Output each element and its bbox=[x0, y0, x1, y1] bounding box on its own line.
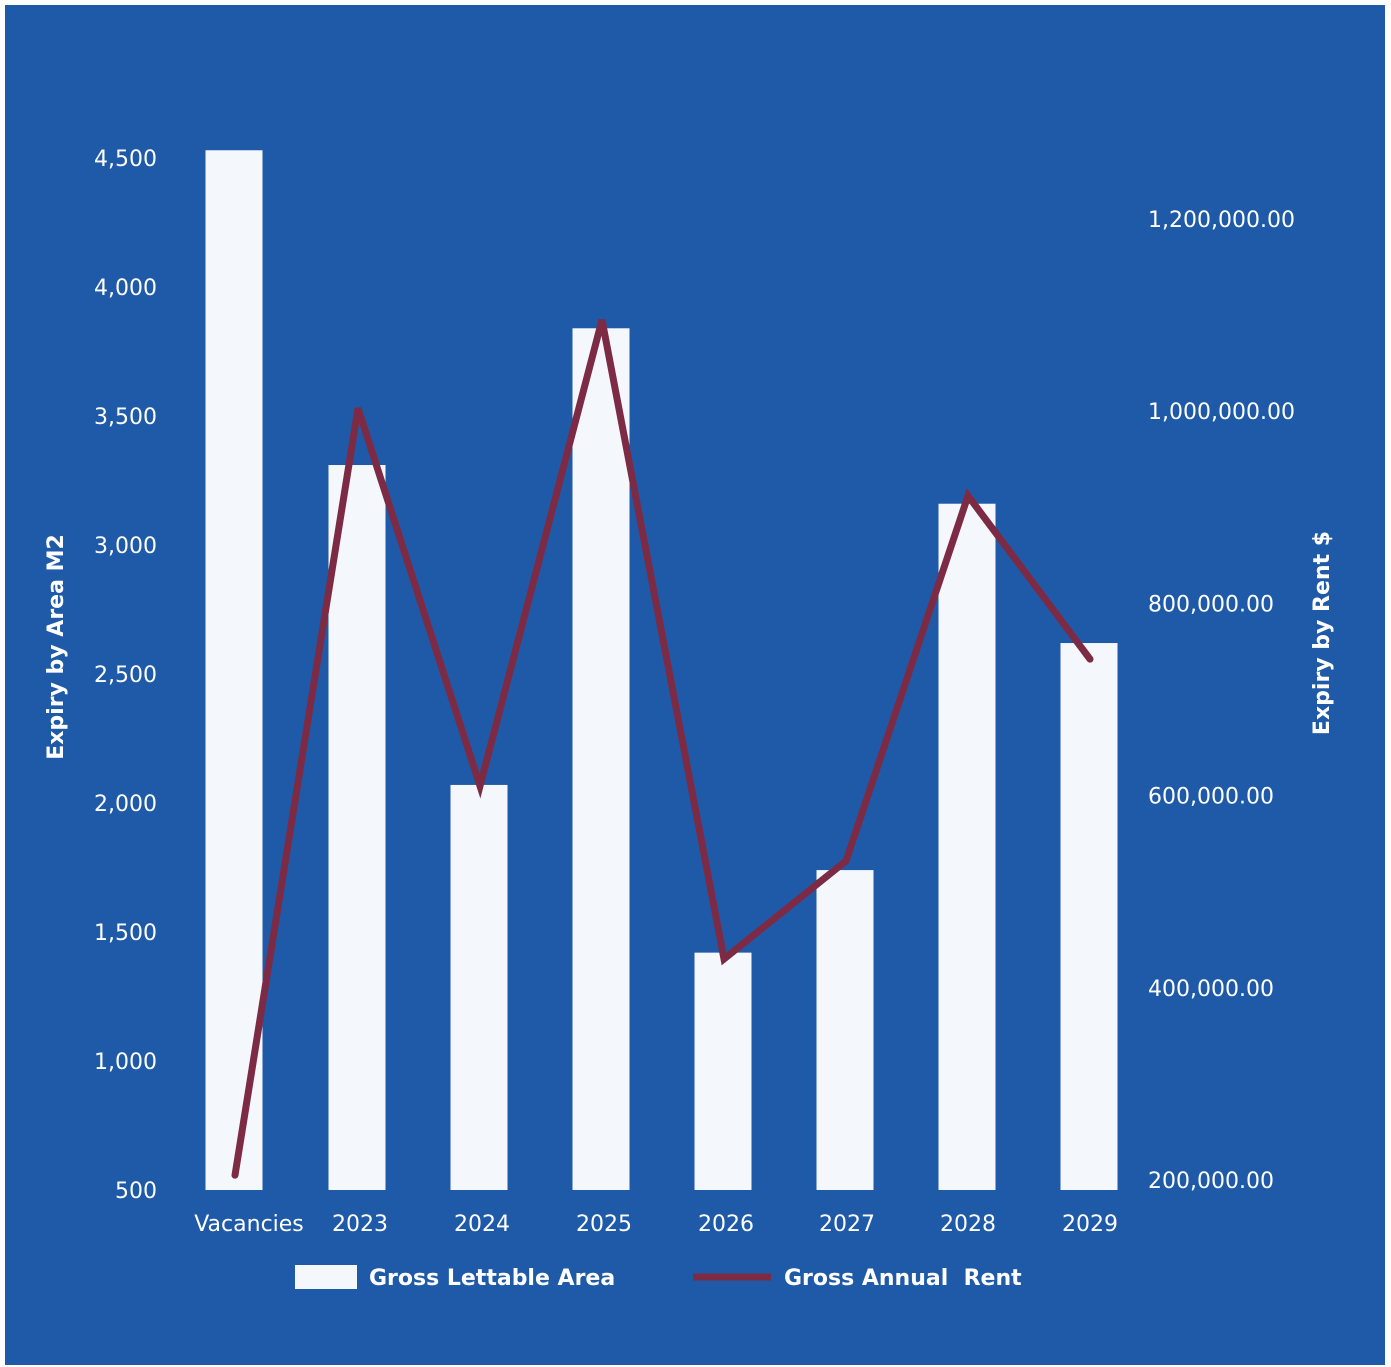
chart-panel: 4,500 4,000 3,500 3,000 2,500 2,000 1,500 1,000… bbox=[5, 5, 1385, 1365]
right-axis-title: Expiry by Rent $ bbox=[1310, 531, 1335, 735]
left-axis-ticks: 4,500 4,000 3,500 3,000 2,500 2,000 1,500 1,000… bbox=[94, 147, 157, 1204]
right-tick-label: 600,000.00 bbox=[1148, 785, 1274, 810]
x-tick-label: 2026 bbox=[698, 1212, 754, 1237]
left-tick-label: 2,000 bbox=[94, 792, 157, 817]
right-tick-label: 400,000.00 bbox=[1148, 977, 1274, 1002]
rent-line bbox=[231, 319, 1094, 1179]
x-axis-ticks: Vacancies 2023 2024 2025 2026 2027 2028 2029 bbox=[194, 1212, 1118, 1237]
left-tick-label: 3,500 bbox=[94, 405, 157, 430]
x-tick-label: 2029 bbox=[1062, 1212, 1118, 1237]
bar bbox=[938, 503, 996, 1191]
right-tick-label: 1,200,000.00 bbox=[1148, 208, 1295, 233]
x-tick-label: 2028 bbox=[940, 1212, 996, 1237]
legend-swatch-bar bbox=[295, 1265, 357, 1289]
bar bbox=[205, 150, 263, 1190]
right-tick-label: 1,000,000.00 bbox=[1148, 400, 1295, 425]
x-tick-label: 2023 bbox=[332, 1212, 388, 1237]
left-tick-label: 3,000 bbox=[94, 534, 157, 559]
left-tick-label: 2,500 bbox=[94, 663, 157, 688]
left-tick-label: 1,500 bbox=[94, 921, 157, 946]
bar bbox=[328, 465, 386, 1190]
bar bbox=[572, 328, 630, 1190]
bar bbox=[694, 952, 752, 1190]
line-series bbox=[231, 319, 1094, 1179]
right-axis-ticks: 1,200,000.00 1,000,000.00 800,000.00 600,00… bbox=[1148, 208, 1295, 1194]
right-tick-label: 800,000.00 bbox=[1148, 592, 1274, 617]
bar bbox=[450, 784, 508, 1190]
x-tick-label: 2024 bbox=[454, 1212, 510, 1237]
left-tick-label: 4,500 bbox=[94, 147, 157, 172]
left-tick-label: 500 bbox=[115, 1179, 157, 1204]
bar bbox=[1060, 643, 1118, 1190]
combo-chart: 4,500 4,000 3,500 3,000 2,500 2,000 1,500 1,000… bbox=[44, 147, 1335, 1291]
left-tick-label: 1,000 bbox=[94, 1050, 157, 1075]
x-tick-label: 2025 bbox=[576, 1212, 632, 1237]
legend-label-line: Gross Annual Rent bbox=[784, 1266, 1022, 1291]
x-tick-label: 2027 bbox=[819, 1212, 875, 1237]
left-tick-label: 4,000 bbox=[94, 276, 157, 301]
legend-label-bar: Gross Lettable Area bbox=[369, 1266, 615, 1291]
x-tick-label: Vacancies bbox=[194, 1212, 304, 1237]
bar bbox=[816, 870, 874, 1190]
left-axis-title: Expiry by Area M2 bbox=[44, 534, 69, 760]
legend: Gross Lettable Area Gross Annual Rent bbox=[295, 1265, 1022, 1291]
right-tick-label: 200,000.00 bbox=[1148, 1169, 1274, 1194]
bar-series bbox=[205, 150, 1118, 1191]
